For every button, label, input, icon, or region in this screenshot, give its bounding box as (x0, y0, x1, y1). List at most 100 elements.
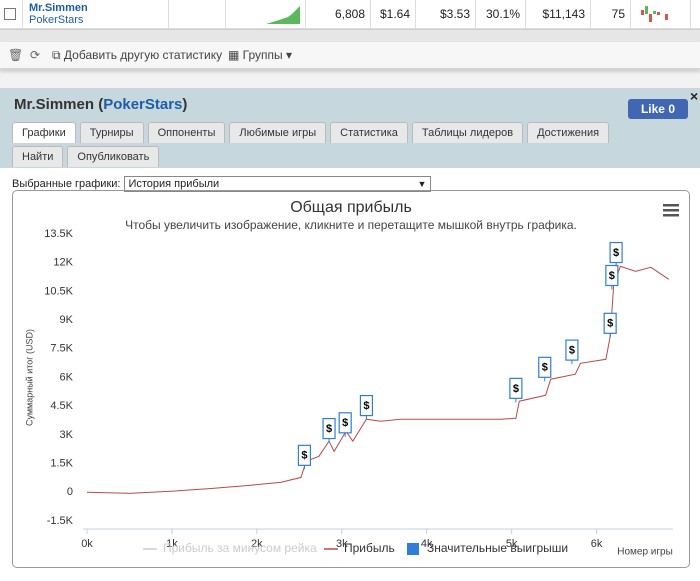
tab[interactable]: Графики (12, 122, 76, 143)
tab[interactable]: Найти (12, 146, 64, 167)
flag-box (338, 412, 352, 434)
delete-icon[interactable]: 🗑 (8, 48, 24, 62)
refresh-icon[interactable]: ⟳ (30, 48, 41, 62)
close-button[interactable]: × (690, 88, 699, 104)
significant-win-flag[interactable]: $ (603, 312, 617, 338)
tab[interactable]: Статистика (330, 122, 408, 143)
profit-line (86, 265, 670, 494)
legend-item[interactable]: Прибыль за минусом рейка (143, 541, 317, 555)
significant-win-flag[interactable]: $ (565, 339, 579, 365)
site-link[interactable]: PokerStars (103, 96, 183, 113)
x-axis-label: Номер игры (617, 547, 673, 558)
y-tick-label: 4.5K (50, 400, 73, 412)
flag-box (603, 312, 617, 334)
panel-title: Mr.Simmen (PokerStars) (14, 96, 187, 113)
legend-swatch (407, 543, 419, 555)
significant-win-flag[interactable]: $ (509, 377, 523, 403)
legend-label: Значительные выигрыши (427, 541, 568, 555)
like-count: 0 (668, 102, 676, 116)
add-stat-button[interactable]: ⧉ Добавить другую статистику (52, 48, 223, 62)
significant-win-flag[interactable]: $ (297, 444, 312, 470)
like-button[interactable]: Like 0 (628, 99, 688, 119)
x-tick-label: 4k (421, 538, 433, 550)
site-name[interactable]: PokerStars (29, 14, 84, 26)
flag-box (509, 377, 523, 399)
significant-win-flag[interactable]: $ (538, 356, 552, 382)
y-tick-label: 9K (60, 314, 74, 326)
panel: Mr.Simmen (PokerStars) × Like 0 Графики Т… (0, 88, 700, 581)
flag-box (322, 417, 336, 440)
title-text: Mr.Simmen ( (14, 96, 104, 113)
x-tick-label: 0k (81, 538, 93, 550)
significant-win-flag[interactable]: $ (338, 412, 352, 437)
tab[interactable]: Турниры (79, 122, 144, 143)
flag-box (359, 394, 374, 417)
stats-row: Mr.Simmen PokerStars 6,808 $1.64 $3.53 3… (0, 0, 700, 29)
groups-label: Группы (242, 48, 283, 62)
scrollbar[interactable] (0, 29, 700, 42)
sparkline (230, 6, 300, 24)
chart-selector: Выбранные графики: История прибыли ▼ (12, 176, 432, 192)
chart-subtitle: Чтобы увеличить изображение, кликните и … (125, 218, 577, 232)
flag-box (565, 339, 579, 361)
chart-title: Общая прибыль (290, 199, 412, 216)
flag-label: $ (542, 362, 548, 374)
flag-label: $ (301, 450, 307, 462)
flag-box (605, 264, 619, 287)
panel-header: Mr.Simmen (PokerStars) × Like 0 Графики Т… (0, 88, 700, 168)
y-tick-label: 12K (53, 257, 73, 269)
significant-win-flag[interactable]: $ (605, 264, 619, 290)
y-tick-label: 3K (60, 429, 74, 441)
x-tick-label: 6k (591, 538, 603, 550)
flag-label: $ (363, 400, 369, 412)
mini-bars (641, 6, 668, 22)
y-tick-label: 6K (60, 371, 74, 383)
legend-label: Прибыль за минусом рейка (163, 541, 317, 555)
legend-item[interactable]: Значительные выигрыши (407, 541, 568, 555)
chart: Общая прибыль Чтобы увеличить изображение… (24, 199, 679, 558)
flag-label: $ (326, 423, 332, 435)
selector-label: Выбранные графики: (12, 178, 121, 190)
flag-label: $ (613, 247, 619, 259)
title-text: ) (182, 96, 188, 113)
checkbox[interactable] (4, 8, 16, 20)
groups-button[interactable]: ▦ Группы ▾ (228, 48, 293, 62)
flag-box (538, 356, 552, 378)
flag-label: $ (342, 417, 348, 429)
cell: $11,143 (526, 0, 591, 28)
tab[interactable]: Достижения (527, 122, 610, 143)
y-axis-label: Суммарный итог (USD) (24, 329, 34, 426)
tab[interactable]: Таблицы лидеров (411, 122, 524, 143)
x-tick-label: 2k (251, 538, 263, 550)
menu-icon[interactable] (663, 204, 679, 217)
selector-dropdown[interactable]: История прибыли ▼ (124, 176, 432, 192)
tabs: Графики Турниры Оппоненты Любимые игры Стати… (12, 122, 642, 167)
flag-box (297, 444, 312, 466)
tab[interactable]: Любимые игры (229, 122, 327, 143)
significant-win-flag[interactable]: $ (609, 241, 623, 267)
y-tick-label: 13.5K (44, 228, 73, 240)
legend-item[interactable]: Прибыль (324, 541, 395, 555)
y-tick-label: 0 (67, 486, 73, 498)
tab[interactable]: Опубликовать (67, 146, 160, 167)
add-stat-label: Добавить другую статистику (63, 48, 223, 62)
cell: 30.1% (476, 0, 526, 28)
significant-win-flag[interactable]: $ (322, 417, 336, 443)
toolbar: 🗑 ⟳ ⧉ Добавить другую статистику ▦ Групп… (0, 42, 700, 70)
y-tick-label: 7.5K (50, 343, 73, 355)
player-name[interactable]: Mr.Simmen (29, 2, 88, 14)
flag-label: $ (569, 345, 575, 357)
y-tick-label: -1.5K (47, 515, 74, 527)
y-tick-label: 10.5K (44, 285, 73, 297)
flag-label: $ (513, 383, 519, 395)
x-tick-label: 1k (166, 538, 178, 550)
cell: 75 (591, 0, 631, 28)
cell: 6,808 (306, 0, 371, 28)
flag-label: $ (609, 270, 615, 282)
legend-label: Прибыль (344, 541, 395, 555)
significant-win-flag[interactable]: $ (359, 394, 374, 420)
x-tick-label: 3k (336, 538, 348, 550)
tab[interactable]: Оппоненты (147, 122, 226, 143)
y-tick-label: 1.5K (50, 458, 73, 470)
